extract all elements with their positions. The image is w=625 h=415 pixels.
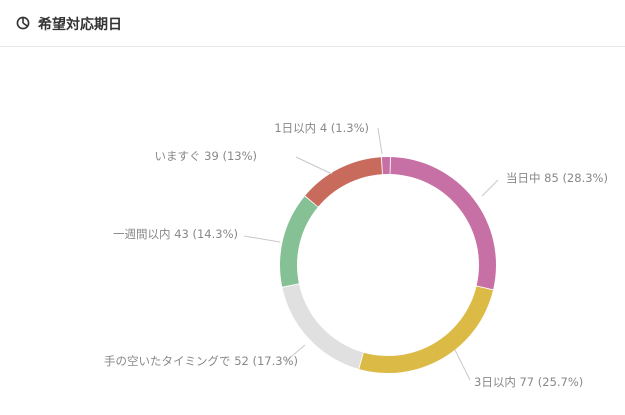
leader-line xyxy=(454,349,471,381)
slice-label: 当日中 85 (28.3%) xyxy=(506,171,608,185)
pie-chart-icon xyxy=(16,16,30,30)
donut-slice[interactable] xyxy=(381,156,390,175)
slice-label: 3日以内 77 (25.7%) xyxy=(474,375,583,389)
leader-line xyxy=(295,156,333,175)
leader-line xyxy=(377,127,383,155)
leader-line xyxy=(481,179,499,197)
leader-line xyxy=(243,235,281,243)
donut-slice[interactable] xyxy=(390,157,496,290)
slice-label: 手の空いたタイミングで 52 (17.3%) xyxy=(104,354,298,368)
panel-title: 希望対応期日 xyxy=(38,17,122,33)
slice-label: いますぐ 39 (13%) xyxy=(155,149,257,163)
donut-slice[interactable] xyxy=(279,196,318,287)
donut-slice[interactable] xyxy=(305,157,383,207)
donut-slice[interactable] xyxy=(359,286,493,373)
donut-slice[interactable] xyxy=(282,284,363,369)
slice-label: 1日以内 4 (1.3%) xyxy=(274,121,369,135)
panel-header: 希望対応期日 xyxy=(0,0,625,47)
leader-line xyxy=(284,344,306,363)
slice-label: 一週間以内 43 (14.3%) xyxy=(113,227,238,241)
